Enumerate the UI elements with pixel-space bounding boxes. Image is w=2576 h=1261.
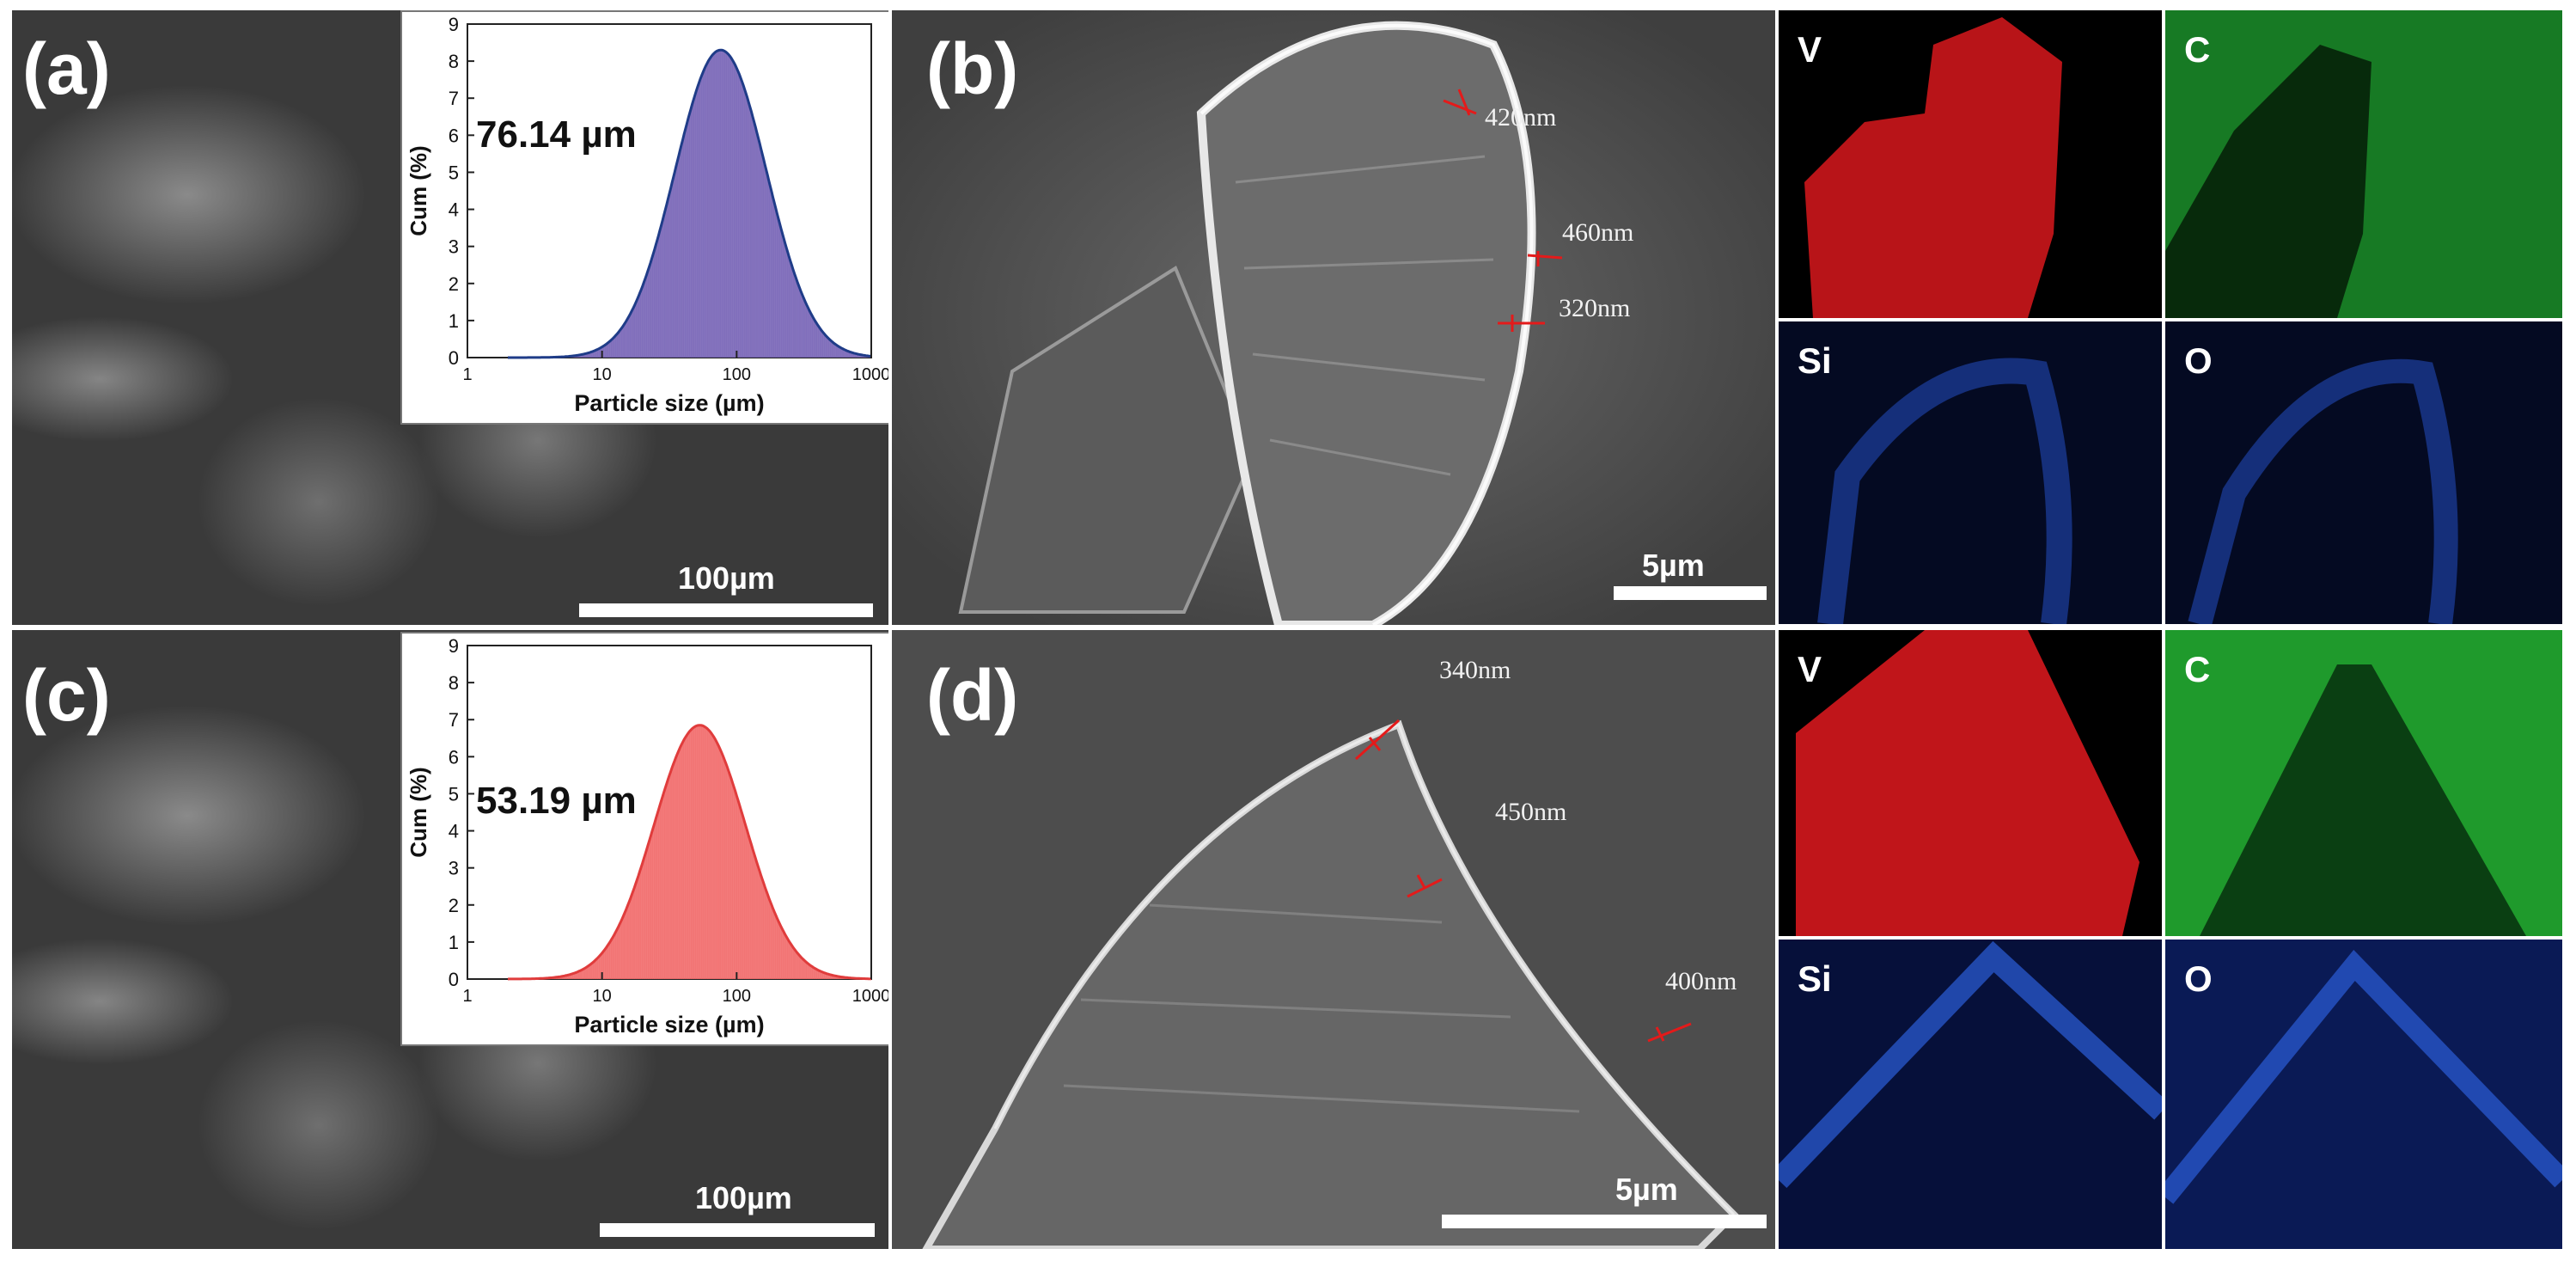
eds-map-o-bottom: O (2165, 940, 2562, 1249)
chart-c-ytick-label: 4 (449, 821, 459, 842)
particle-d-image (892, 630, 1775, 1249)
chart-c-xtick-label: 1 (462, 987, 472, 1006)
chart-a-ytick-label: 4 (449, 199, 459, 221)
chart-c-xtick-label: 100 (723, 987, 751, 1006)
eds-label-si-top: Si (1798, 340, 1832, 381)
chart-c-ytick-label: 7 (449, 709, 459, 731)
chart-a-ytick-label: 6 (449, 125, 459, 146)
chart-a-xlabel: Particle size (µm) (574, 390, 764, 416)
eds-label-o-top: O (2184, 340, 2213, 381)
chart-a-xtick-label: 1 (462, 365, 472, 384)
scale-bar-d (1442, 1215, 1767, 1228)
chart-c-xtick-label: 10 (593, 987, 612, 1006)
chart-a-xtick-label: 10 (593, 365, 612, 384)
size-distribution-inset-a: 76.14 µm 0 1 2 3 4 5 6 7 8 9 1 10 100 1000 Particle si… (400, 10, 888, 425)
scale-label-b: 5µm (1642, 548, 1705, 583)
chart-a-ytick-label: 1 (449, 310, 459, 332)
scale-label-d: 5µm (1615, 1172, 1678, 1207)
chart-c-ylabel: Cum (%) (406, 767, 431, 857)
thickness-label-d3: 400nm (1665, 967, 1737, 995)
eds-label-v-top: V (1798, 29, 1822, 70)
size-distribution-inset-c: 53.19 µm 0 1 2 3 4 5 6 7 8 9 1 10 100 1000 Particle si… (400, 632, 888, 1046)
chart-c-ytick-label: 9 (449, 635, 459, 657)
eds-map-v-bottom: V (1779, 630, 2162, 936)
chart-a-ytick-label: 3 (449, 236, 459, 258)
chart-a-ytick-label: 2 (449, 273, 459, 295)
scale-bar-a (579, 603, 873, 617)
chart-a-xtick-label: 1000 (852, 365, 888, 384)
sem-panel-b: 420nm 460nm 320nm (b) 5µm (892, 10, 1775, 625)
chart-c-fit-curve (507, 724, 871, 981)
eds-map-o-top: O (2165, 321, 2562, 624)
thickness-label-d2: 450nm (1495, 798, 1567, 826)
particle-b-image (892, 10, 1775, 625)
chart-a-bars (562, 50, 872, 358)
chart-c-xlabel: Particle size (µm) (574, 1012, 764, 1038)
chart-a-ytick-label: 9 (449, 14, 459, 35)
panel-label-b: (b) (926, 28, 1019, 109)
thickness-markers-b (1443, 89, 1563, 332)
chart-c-ytick-label: 6 (449, 746, 459, 768)
eds-map-c-bottom: C (2165, 630, 2562, 936)
chart-c-ytick-label: 5 (449, 783, 459, 805)
eds-label-o-bottom: O (2184, 958, 2213, 999)
chart-a-xtick-label: 100 (723, 365, 751, 384)
panel-label-d: (d) (926, 655, 1019, 736)
sem-panel-c: (c) 53.19 µm 0 1 2 3 4 5 6 7 8 9 1 10 100 1000 Particl… (12, 630, 888, 1249)
sem-panel-a: (a) 76.14 µm 0 1 2 3 4 5 6 7 8 9 1 10 100 1000 Particl… (12, 10, 888, 625)
eds-map-si-top: Si (1779, 321, 2162, 624)
median-size-a: 76.14 µm (476, 113, 637, 156)
eds-map-c-top: C (2165, 10, 2562, 318)
panel-label-a: (a) (22, 28, 111, 109)
chart-c-ytick-label: 8 (449, 672, 459, 694)
chart-c-bars (542, 725, 856, 979)
scale-bar-b (1614, 586, 1767, 600)
chart-a-ylabel: Cum (%) (406, 145, 431, 236)
thickness-label-d1: 340nm (1439, 656, 1511, 684)
thickness-markers-d (1354, 719, 1692, 1043)
scale-label-c: 100µm (695, 1180, 792, 1215)
eds-label-c-bottom: C (2184, 649, 2211, 689)
chart-a-ytick-label: 7 (449, 88, 459, 109)
eds-label-c-top: C (2184, 29, 2211, 70)
scale-bar-c (600, 1223, 875, 1237)
panel-label-c: (c) (22, 655, 111, 736)
chart-c-ytick-label: 2 (449, 895, 459, 916)
thickness-label-b3: 320nm (1559, 294, 1631, 322)
chart-c-ytick-label: 1 (449, 932, 459, 953)
chart-c-xtick-label: 1000 (852, 987, 888, 1006)
chart-a-ytick-label: 5 (449, 162, 459, 183)
scale-label-a: 100µm (678, 560, 775, 596)
chart-a-ytick-label: 8 (449, 51, 459, 72)
eds-map-si-bottom: Si (1779, 940, 2162, 1249)
median-size-c: 53.19 µm (476, 780, 637, 822)
thickness-label-b1: 420nm (1485, 103, 1557, 132)
chart-c-ytick-label: 0 (449, 969, 459, 990)
chart-a-ytick-label: 0 (449, 347, 459, 369)
eds-label-v-bottom: V (1798, 649, 1822, 689)
chart-a-fit-curve (508, 48, 872, 359)
chart-c-ytick-label: 3 (449, 858, 459, 879)
eds-map-v-top: V (1779, 10, 2162, 318)
sem-panel-d: 340nm 450nm 400nm (d) 5µm (892, 630, 1775, 1249)
thickness-label-b2: 460nm (1562, 218, 1634, 247)
eds-label-si-bottom: Si (1798, 958, 1832, 999)
